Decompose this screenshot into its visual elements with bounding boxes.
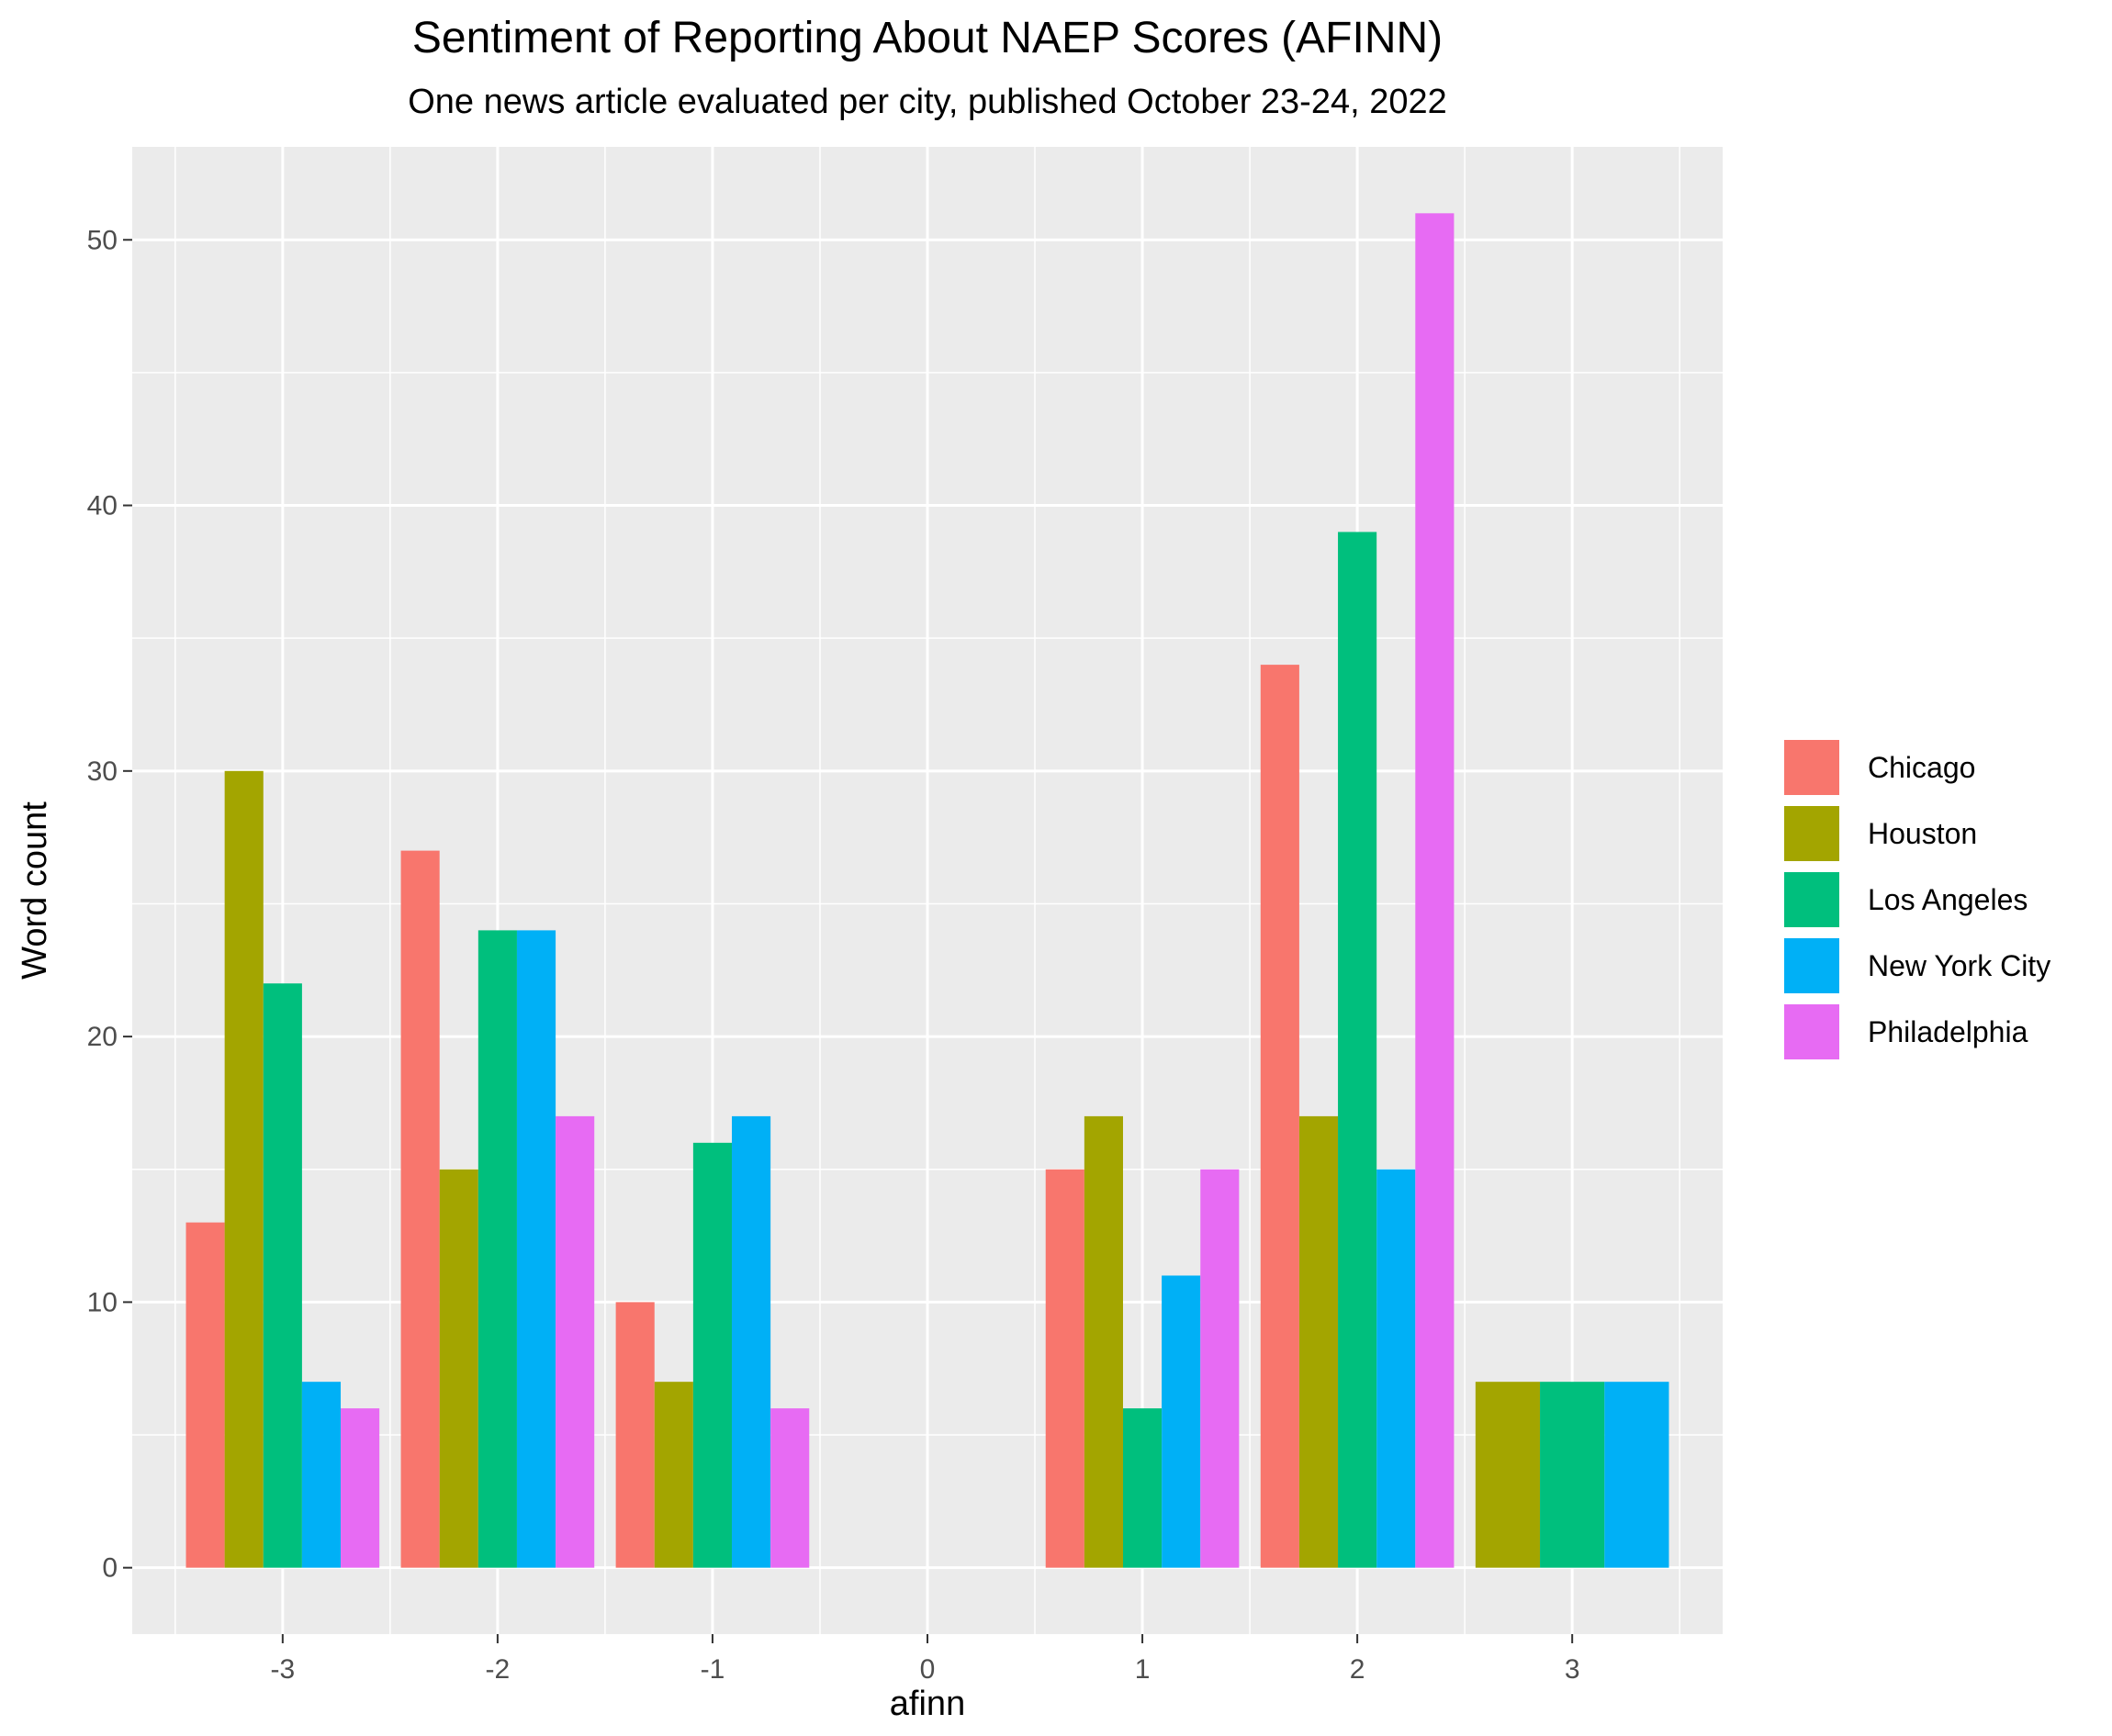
y-tick-label: 10 xyxy=(87,1287,118,1317)
x-tick-label: 2 xyxy=(1350,1654,1365,1685)
bar-houston--3 xyxy=(224,770,264,1568)
bar-los-angeles--1 xyxy=(692,1142,733,1568)
bar-los-angeles--3 xyxy=(263,983,302,1568)
bar-new-york-city--1 xyxy=(732,1115,771,1568)
bar-chicago-2 xyxy=(1260,665,1299,1568)
bar-new-york-city-1 xyxy=(1162,1275,1201,1568)
legend-label: Chicago xyxy=(1868,750,1976,784)
bar-los-angeles-3 xyxy=(1540,1382,1605,1568)
x-tick-label: -3 xyxy=(270,1654,295,1685)
bar-new-york-city-2 xyxy=(1376,1169,1416,1568)
bar-new-york-city--2 xyxy=(516,930,556,1568)
y-tick-label: 30 xyxy=(87,756,118,787)
bar-new-york-city--3 xyxy=(301,1382,342,1568)
legend-item: Chicago xyxy=(1781,734,2050,801)
legend-key xyxy=(1781,935,1842,996)
bar-los-angeles-1 xyxy=(1122,1408,1163,1568)
chart-subtitle: One news article evaluated per city, pub… xyxy=(408,83,1447,121)
bar-philadelphia-1 xyxy=(1200,1169,1240,1568)
x-tick-label: -2 xyxy=(486,1654,511,1685)
bar-houston-2 xyxy=(1298,1115,1339,1568)
legend-label: Philadelphia xyxy=(1868,1014,2028,1048)
bar-philadelphia--3 xyxy=(341,1408,380,1568)
x-tick-label: -1 xyxy=(701,1654,725,1685)
legend-item: Houston xyxy=(1781,801,2050,867)
y-tick-label: 40 xyxy=(87,491,118,521)
bar-houston-1 xyxy=(1084,1115,1123,1568)
bar-houston--2 xyxy=(439,1169,478,1568)
y-tick-label: 0 xyxy=(102,1553,118,1584)
legend-item: Philadelphia xyxy=(1781,999,2050,1065)
y-axis-title: Word count xyxy=(16,801,54,980)
bar-new-york-city-3 xyxy=(1604,1382,1669,1568)
bar-chicago--3 xyxy=(185,1222,225,1568)
x-axis-title: afinn xyxy=(890,1685,965,1723)
legend-key xyxy=(1781,1002,1842,1062)
bar-philadelphia--2 xyxy=(556,1115,595,1568)
x-tick-label: 1 xyxy=(1135,1654,1151,1685)
legend-key xyxy=(1781,869,1842,930)
legend-item: New York City xyxy=(1781,933,2050,999)
bar-chicago--2 xyxy=(400,850,440,1568)
bar-philadelphia-2 xyxy=(1415,213,1455,1568)
chart-title: Sentiment of Reporting About NAEP Scores… xyxy=(411,14,1444,62)
legend-label: Houston xyxy=(1868,816,1978,850)
legend-label: New York City xyxy=(1868,948,2051,982)
bar-houston-3 xyxy=(1475,1382,1541,1568)
x-tick-label: 0 xyxy=(920,1654,936,1685)
bar-chicago-1 xyxy=(1045,1169,1084,1568)
bar-chicago--1 xyxy=(615,1302,655,1568)
legend-key xyxy=(1781,737,1842,798)
bar-los-angeles--2 xyxy=(477,930,517,1568)
bar-los-angeles-2 xyxy=(1338,532,1377,1568)
bar-houston--1 xyxy=(654,1382,693,1568)
legend: Chicago Houston Los Angeles New York City Ph… xyxy=(1781,734,2050,1065)
legend-key xyxy=(1781,803,1842,864)
x-tick-label: 3 xyxy=(1565,1654,1580,1685)
y-tick-label: 50 xyxy=(87,225,118,255)
legend-label: Los Angeles xyxy=(1868,882,2028,916)
bar-philadelphia--1 xyxy=(770,1408,810,1568)
legend-item: Los Angeles xyxy=(1781,867,2050,933)
y-tick-label: 20 xyxy=(87,1022,118,1052)
